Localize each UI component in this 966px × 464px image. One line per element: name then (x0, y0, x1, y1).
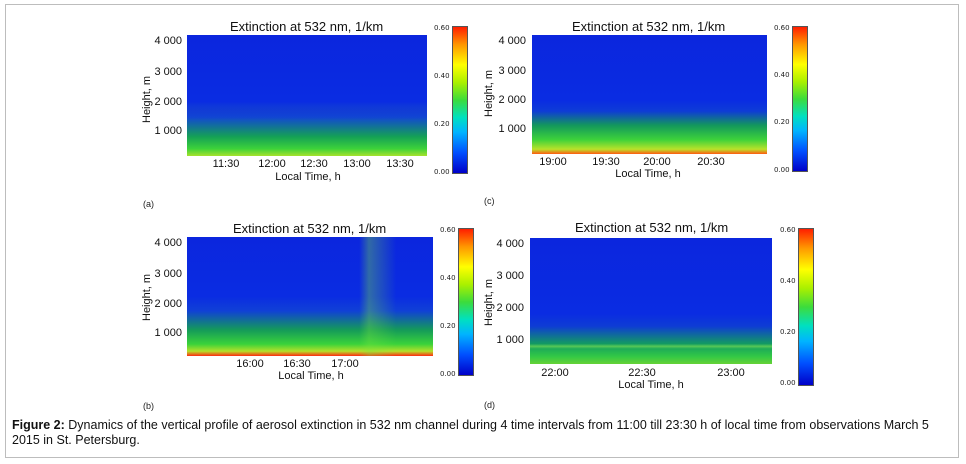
y-tick: 4 000 (154, 35, 182, 47)
y-tick: 1 000 (498, 123, 526, 135)
x-tick: 13:00 (343, 158, 371, 170)
x-tick: 16:00 (236, 358, 264, 370)
colorbar-tick: 0.40 (440, 274, 456, 282)
y-tick: 2 000 (496, 302, 524, 314)
y-tick: 4 000 (154, 237, 182, 249)
x-tick: 12:00 (258, 158, 286, 170)
x-tick: 20:30 (697, 156, 725, 168)
y-tick: 2 000 (154, 298, 182, 310)
y-axis-label: Height, m (141, 273, 153, 321)
y-tick: 3 000 (498, 65, 526, 77)
colorbar-tick: 0.00 (774, 166, 790, 174)
colorbar (452, 26, 468, 174)
x-tick: 11:30 (212, 158, 240, 170)
caption-text: Dynamics of the vertical profile of aero… (12, 418, 929, 447)
x-axis-label: Local Time, h (615, 168, 681, 180)
y-tick: 2 000 (154, 96, 182, 108)
x-tick: 16:30 (283, 358, 311, 370)
x-tick: 22:30 (628, 367, 656, 379)
panel-letter: (b) (143, 401, 154, 411)
x-axis-label: Local Time, h (278, 370, 344, 382)
colorbar-tick: 0.40 (774, 71, 790, 79)
panel-title: Extinction at 532 nm, 1/km (233, 221, 387, 236)
colorbar (792, 26, 808, 172)
panel-title: Extinction at 532 nm, 1/km (572, 19, 726, 34)
colorbar-tick: 0.20 (434, 120, 450, 128)
colorbar-tick: 0.00 (780, 379, 796, 387)
x-tick: 19:00 (539, 156, 567, 168)
y-axis-label: Height, m (483, 278, 495, 326)
heatmap-plot (530, 238, 772, 364)
y-tick: 4 000 (496, 238, 524, 250)
x-axis-label: Local Time, h (618, 379, 684, 391)
x-tick: 17:00 (331, 358, 359, 370)
y-axis-label: Height, m (141, 75, 153, 123)
figure-caption: Figure 2: Dynamics of the vertical profi… (12, 418, 952, 448)
colorbar-tick: 0.60 (434, 24, 450, 32)
y-tick: 2 000 (498, 94, 526, 106)
colorbar-tick: 0.00 (440, 370, 456, 378)
heatmap-plot (187, 237, 433, 356)
colorbar-tick: 0.20 (780, 328, 796, 336)
caption-label: Figure 2: (12, 418, 65, 432)
colorbar-tick: 0.60 (774, 24, 790, 32)
y-tick: 3 000 (154, 268, 182, 280)
y-tick: 3 000 (154, 66, 182, 78)
colorbar-tick: 0.20 (774, 118, 790, 126)
colorbar-tick: 0.40 (434, 72, 450, 80)
y-tick: 1 000 (154, 125, 182, 137)
y-axis-label: Height, m (483, 69, 495, 117)
panel-letter: (d) (484, 400, 495, 410)
panel-title: Extinction at 532 nm, 1/km (575, 220, 729, 235)
colorbar-tick: 0.00 (434, 168, 450, 176)
y-tick: 1 000 (154, 327, 182, 339)
panel-letter: (a) (143, 199, 154, 209)
y-tick: 4 000 (498, 35, 526, 47)
y-tick: 1 000 (496, 334, 524, 346)
x-tick: 12:30 (300, 158, 328, 170)
x-tick: 20:00 (643, 156, 671, 168)
x-tick: 13:30 (386, 158, 414, 170)
heatmap-plot (532, 35, 767, 154)
colorbar (798, 228, 814, 386)
colorbar-tick: 0.60 (780, 226, 796, 234)
x-axis-label: Local Time, h (275, 171, 341, 183)
colorbar-tick: 0.20 (440, 322, 456, 330)
colorbar-tick: 0.40 (780, 277, 796, 285)
heatmap-plot (187, 35, 427, 156)
colorbar (458, 228, 474, 376)
x-tick: 22:00 (541, 367, 569, 379)
x-tick: 19:30 (592, 156, 620, 168)
y-tick: 3 000 (496, 270, 524, 282)
colorbar-tick: 0.60 (440, 226, 456, 234)
x-tick: 23:00 (717, 367, 745, 379)
panel-title: Extinction at 532 nm, 1/km (230, 19, 384, 34)
panel-letter: (c) (484, 196, 495, 206)
